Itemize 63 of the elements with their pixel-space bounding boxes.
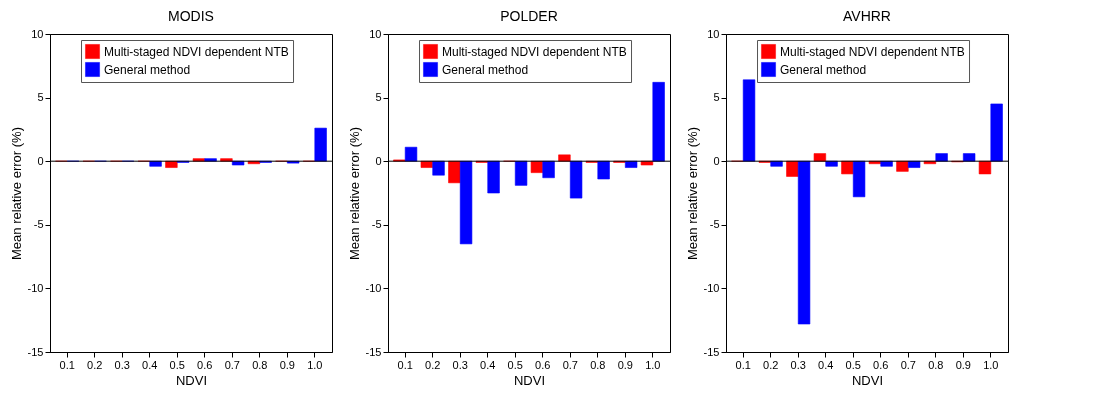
x-tick-label: 1.0: [983, 358, 999, 371]
y-tick-label: -15: [27, 345, 44, 358]
x-tick-label: 0.8: [252, 358, 268, 371]
y-tick-label: 5: [713, 91, 720, 104]
y-tick-label: 10: [31, 27, 44, 40]
y-tick-label: -5: [33, 218, 44, 231]
legend-label: General method: [780, 62, 867, 77]
x-tick-label: 0.5: [507, 358, 523, 371]
legend-label: Multi-staged NDVI dependent NTB: [104, 44, 289, 59]
y-tick-label: 5: [375, 91, 382, 104]
x-tick-label: 0.2: [425, 358, 441, 371]
x-tick-label: 0.8: [590, 358, 606, 371]
x-tick-label: 1.0: [307, 358, 323, 371]
x-tick-label: 0.9: [617, 358, 633, 371]
legend-label: Multi-staged NDVI dependent NTB: [442, 44, 627, 59]
x-tick-label: 0.3: [452, 358, 468, 371]
x-tick-label: 0.2: [87, 358, 103, 371]
y-tick-label: 10: [707, 27, 720, 40]
chart-title: AVHRR: [843, 8, 891, 24]
x-tick-label: 0.6: [873, 358, 889, 371]
x-tick-label: 0.4: [818, 358, 834, 371]
chart-title: MODIS: [168, 8, 214, 24]
chart-title: POLDER: [500, 8, 558, 24]
y-tick-label: 10: [369, 27, 382, 40]
x-tick-label: 0.3: [114, 358, 130, 371]
x-tick-label: 0.1: [59, 358, 75, 371]
x-tick-label: 0.7: [900, 358, 916, 371]
x-tick-label: 0.7: [562, 358, 578, 371]
y-tick-label: -15: [703, 345, 720, 358]
x-tick-label: 0.8: [928, 358, 944, 371]
y-tick-label: 0: [375, 154, 382, 167]
x-tick-label: 0.1: [735, 358, 751, 371]
y-axis-title: Mean relative error (%): [684, 127, 700, 260]
legend-label: Multi-staged NDVI dependent NTB: [780, 44, 965, 59]
x-tick-label: 0.3: [790, 358, 806, 371]
y-tick-label: -5: [709, 218, 720, 231]
x-tick-label: 0.5: [169, 358, 185, 371]
x-tick-label: 0.6: [197, 358, 213, 371]
x-tick-label: 0.9: [955, 358, 971, 371]
x-tick-label: 0.7: [224, 358, 240, 371]
x-tick-label: 0.6: [535, 358, 551, 371]
y-tick-label: 5: [37, 91, 44, 104]
x-tick-label: 0.4: [480, 358, 496, 371]
y-tick-label: -10: [27, 281, 44, 294]
legend-label: General method: [104, 62, 191, 77]
y-axis-title: Mean relative error (%): [346, 127, 362, 260]
x-tick-label: 0.9: [279, 358, 295, 371]
y-tick-label: -15: [365, 345, 382, 358]
y-tick-label: 0: [713, 154, 720, 167]
y-tick-label: -10: [365, 281, 382, 294]
x-axis-title: NDVI: [513, 372, 546, 388]
x-axis-title: NDVI: [175, 372, 208, 388]
x-tick-label: 1.0: [645, 358, 661, 371]
y-tick-label: 0: [37, 154, 44, 167]
x-tick-label: 0.2: [763, 358, 779, 371]
x-tick-label: 0.4: [142, 358, 158, 371]
y-tick-label: -5: [371, 218, 382, 231]
y-tick-label: -10: [703, 281, 720, 294]
legend-label: General method: [442, 62, 529, 77]
y-axis-title: Mean relative error (%): [8, 127, 24, 260]
x-tick-label: 0.1: [397, 358, 413, 371]
x-axis-title: NDVI: [851, 372, 884, 388]
x-tick-label: 0.5: [845, 358, 861, 371]
